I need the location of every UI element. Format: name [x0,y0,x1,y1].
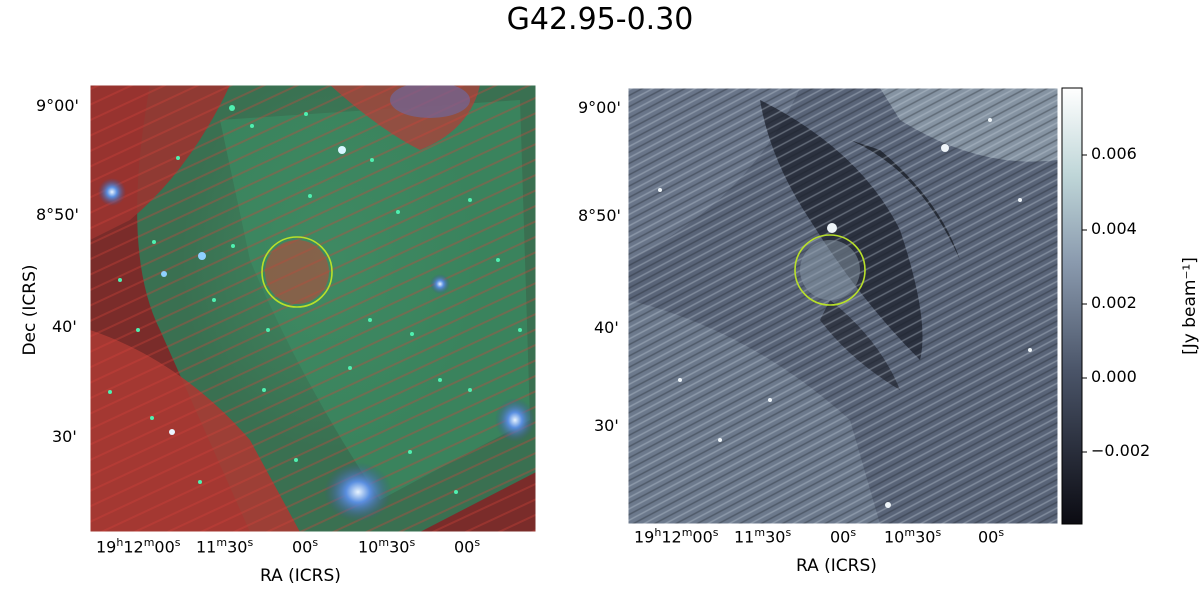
dec-tick-right-4: 30' [594,416,619,435]
dec-tick-1: 9°00' [36,96,79,115]
dec-tick-2: 8°50' [36,205,79,224]
right-panel: 9°00' 8°50' 40' 30' 19h12m00s 11m30s 00s… [578,0,1200,591]
region-circle-left [261,236,333,308]
colorbar-tick-3: 0.002 [1091,293,1137,312]
rgb-composite-image [89,84,537,533]
y-axis-label-left: Dec (ICRS) [20,264,40,356]
ra-tick-5: 00s [454,536,481,557]
dec-tick-3: 40' [52,317,77,336]
colorbar-tick-4: 0.000 [1091,367,1137,386]
colorbar-tick-5: −0.002 [1091,441,1151,460]
dec-tick-right-3: 40' [594,318,619,337]
region-circle-right [794,234,866,306]
ra-tick-right-5: 00s [978,526,1005,547]
ra-tick-right-4: 10m30s [884,526,942,547]
radio-map-image [627,87,1087,525]
dec-tick-right-2: 8°50' [578,206,621,225]
colorbar-tick-1: 0.006 [1091,144,1137,163]
ra-tick-4: 10m30s [358,536,416,557]
ra-tick-right-1: 19h12m00s [634,526,719,547]
left-panel: 9°00' 8°50' 40' 30' 19h12m00s 11m30s 00s… [20,84,537,586]
dec-tick-4: 30' [52,427,77,446]
ra-tick-2: 11m30s [196,536,254,557]
ra-tick-right-3: 00s [830,526,857,547]
x-axis-label-right: RA (ICRS) [796,556,877,576]
x-axis-label-left: RA (ICRS) [260,566,341,586]
colorbar-tick-2: 0.004 [1091,219,1137,238]
ra-tick-right-2: 11m30s [734,526,792,547]
ra-tick-1: 19h12m00s [96,536,181,557]
dec-tick-right-1: 9°00' [578,98,621,117]
ra-tick-3: 00s [292,536,319,557]
figure-title: G42.95-0.30 [506,2,694,37]
colorbar [1061,87,1083,525]
colorbar-label: [Jy beam⁻¹] [1180,257,1200,355]
